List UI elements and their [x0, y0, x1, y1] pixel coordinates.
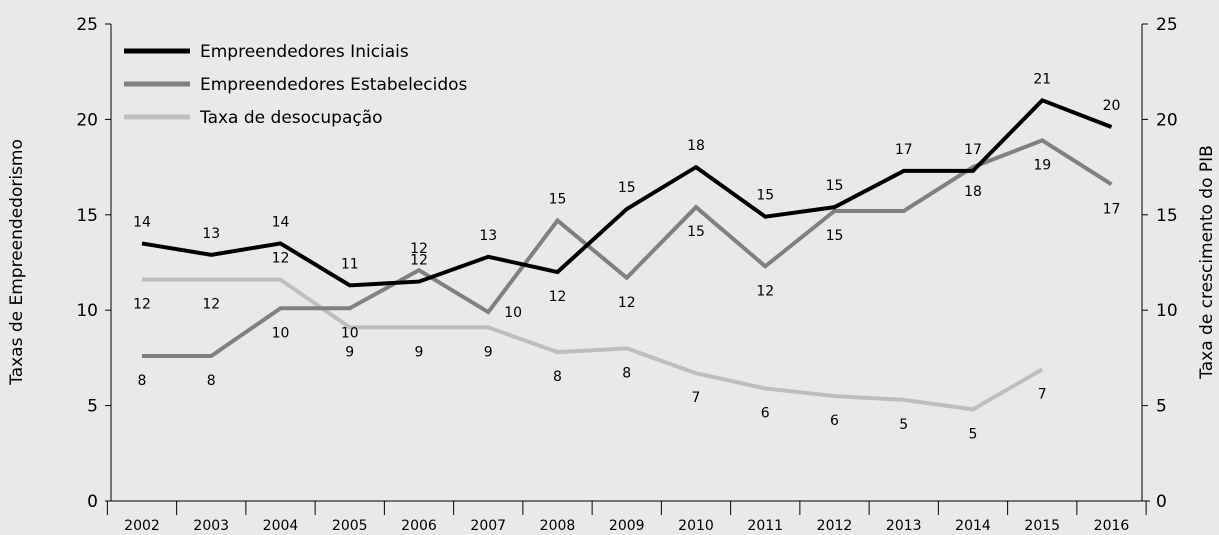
data-label: 5	[899, 417, 908, 433]
legend: Empreendedores Iniciais Empreendedores Es…	[124, 42, 468, 128]
data-label: 17	[895, 142, 913, 158]
right-axis-ticks: 0 5 10 15 20 25	[1142, 15, 1178, 512]
data-label: 5	[969, 426, 978, 442]
data-label: 8	[553, 369, 562, 385]
data-label: 8	[207, 373, 216, 389]
left-tick-label: 25	[76, 15, 98, 35]
data-label: 10	[272, 325, 290, 341]
data-label: 10	[504, 305, 522, 321]
data-label: 15	[687, 224, 705, 240]
legend-label: Taxa de desocupação	[199, 108, 383, 128]
x-tick-label: 2013	[886, 518, 922, 534]
right-tick-label: 20	[1156, 110, 1178, 130]
data-label: 6	[761, 405, 770, 421]
right-tick-label: 5	[1156, 397, 1167, 417]
x-tick-label: 2007	[470, 518, 506, 534]
data-label: 15	[826, 178, 844, 194]
left-tick-label: 5	[87, 397, 98, 417]
right-tick-label: 25	[1156, 15, 1178, 35]
data-label: 12	[272, 251, 290, 267]
left-tick-label: 15	[76, 206, 98, 226]
data-label: 17	[1103, 201, 1121, 217]
x-tick-label: 2012	[817, 518, 853, 534]
data-label: 15	[756, 188, 774, 204]
x-tick-label: 2006	[401, 518, 437, 534]
data-label: 12	[756, 283, 774, 299]
data-label: 12	[618, 295, 636, 311]
data-label: 9	[345, 344, 354, 360]
right-tick-label: 10	[1156, 301, 1178, 321]
y-axis-title-right: Taxa de crescimento do PIB	[1197, 145, 1217, 380]
left-tick-label: 20	[76, 110, 98, 130]
right-tick-label: 15	[1156, 206, 1178, 226]
data-label: 13	[479, 228, 497, 244]
x-tick-label: 2003	[193, 518, 229, 534]
data-label: 18	[964, 184, 982, 200]
series-line	[142, 277, 1044, 412]
x-tick-label: 2010	[678, 518, 714, 534]
data-label: 6	[830, 413, 839, 429]
data-labels: 14 13 14 11 12 13 12 15 18 15 15 17 17 21 20 8 8 10 10 12 10…	[133, 71, 1120, 442]
data-label: 10	[341, 325, 359, 341]
x-tick-label: 2014	[955, 518, 991, 534]
data-label: 8	[622, 365, 631, 381]
x-tick-label: 2005	[332, 518, 368, 534]
data-label: 17	[964, 142, 982, 158]
data-label: 7	[1038, 386, 1047, 402]
data-label: 14	[272, 214, 290, 230]
data-label: 14	[133, 214, 151, 230]
x-tick-label: 2009	[609, 518, 645, 534]
x-tick-label: 2008	[540, 518, 576, 534]
left-axis-ticks: 0 5 10 15 20 25	[76, 15, 111, 512]
data-label: 21	[1033, 71, 1051, 87]
series-layer	[141, 97, 1113, 412]
left-tick-label: 0	[87, 492, 98, 512]
x-tick-label: 2011	[747, 518, 783, 534]
x-tick-label: 2016	[1094, 518, 1130, 534]
data-label: 11	[341, 256, 359, 272]
data-label: 8	[138, 373, 147, 389]
data-label: 18	[687, 138, 705, 154]
left-tick-label: 10	[76, 301, 98, 321]
data-label: 12	[549, 289, 567, 305]
series-line	[141, 97, 1113, 288]
legend-label: Empreendedores Iniciais	[200, 42, 409, 62]
data-label: 9	[415, 344, 424, 360]
x-axis-ticks: 2002 2003 2004 2005 2006 2007 2008 2009 2010 2011…	[106, 501, 1147, 534]
series-line	[142, 138, 1113, 358]
data-label: 15	[549, 192, 567, 208]
data-label: 20	[1103, 98, 1121, 114]
data-label: 7	[692, 390, 701, 406]
data-label: 12	[410, 253, 428, 269]
data-label: 15	[826, 228, 844, 244]
x-tick-label: 2002	[124, 518, 160, 534]
right-tick-label: 0	[1156, 492, 1167, 512]
data-label: 9	[484, 344, 493, 360]
data-label: 12	[202, 297, 220, 313]
data-label: 12	[133, 297, 151, 313]
data-label: 13	[202, 226, 220, 242]
data-label: 15	[618, 180, 636, 196]
y-axis-title-left: Taxas de Empreendedorismo	[7, 139, 27, 386]
x-tick-label: 2015	[1024, 518, 1060, 534]
legend-label: Empreendedores Estabelecidos	[200, 75, 468, 95]
x-tick-label: 2004	[263, 518, 299, 534]
data-label: 19	[1033, 157, 1051, 173]
data-label: 12	[410, 241, 428, 257]
